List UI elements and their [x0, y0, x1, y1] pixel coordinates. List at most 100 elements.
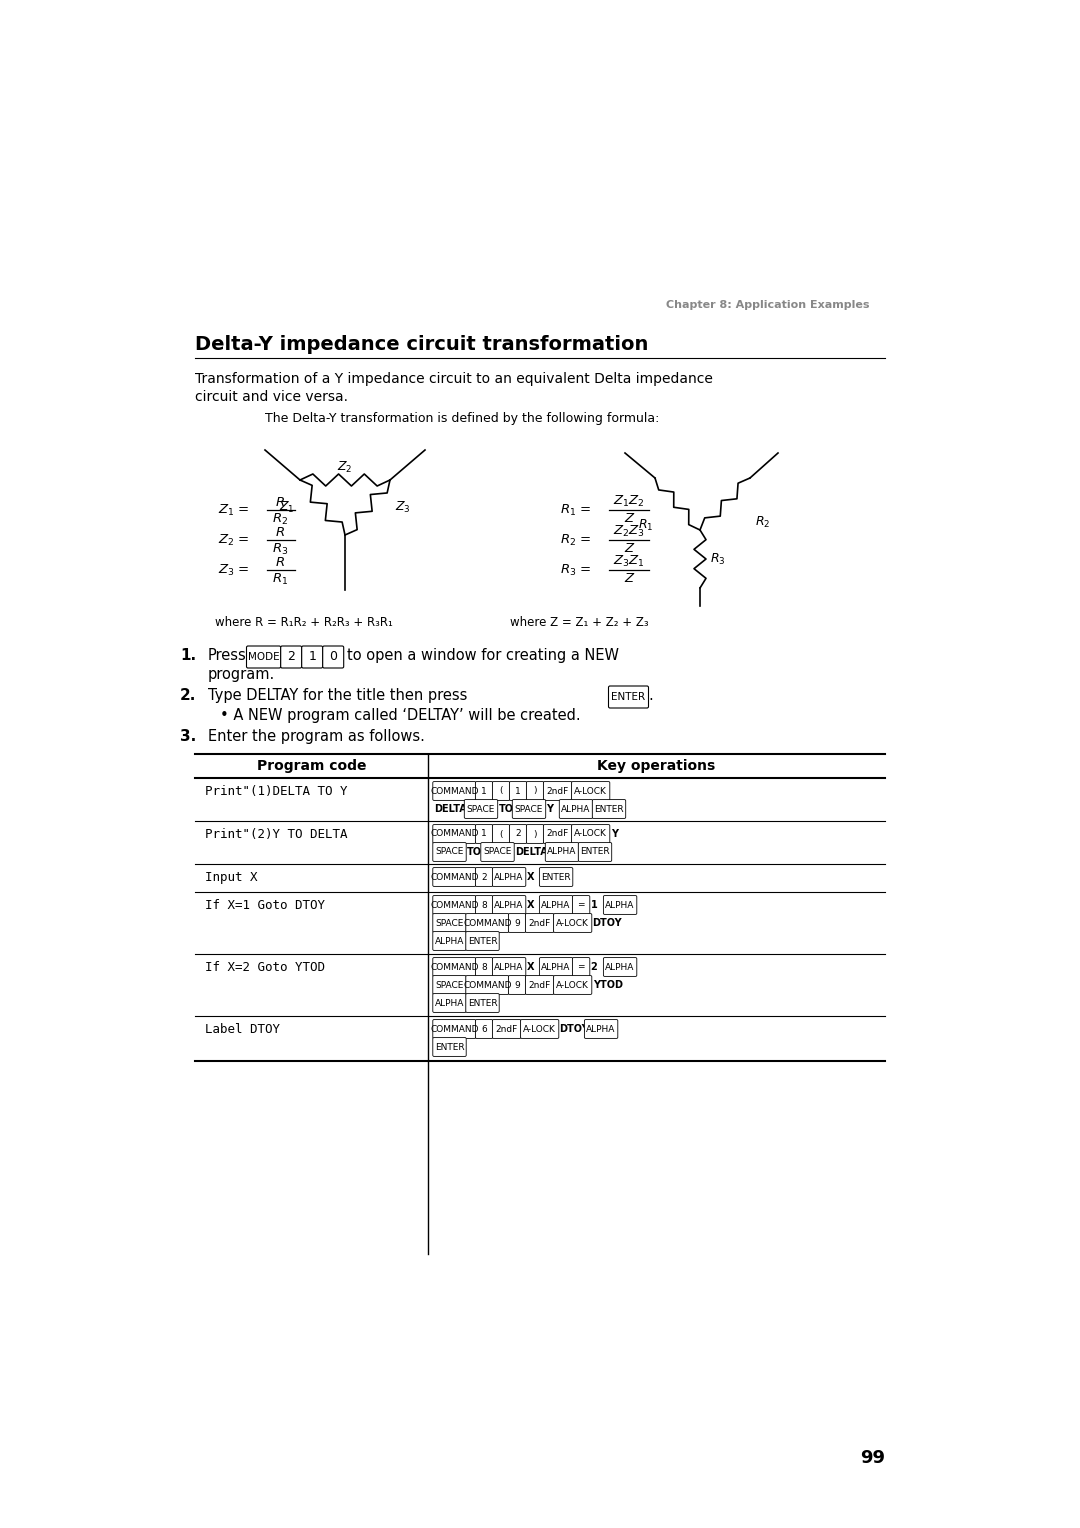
- FancyBboxPatch shape: [301, 646, 323, 668]
- Text: .: .: [648, 688, 652, 703]
- Text: $Z_3 Z_1$: $Z_3 Z_1$: [612, 553, 645, 568]
- Text: where Z = Z₁ + Z₂ + Z₃: where Z = Z₁ + Z₂ + Z₃: [510, 616, 649, 628]
- Text: 2ndF: 2ndF: [546, 787, 569, 796]
- FancyBboxPatch shape: [433, 825, 476, 843]
- Text: Z: Z: [624, 542, 633, 556]
- Text: MODE: MODE: [247, 652, 280, 662]
- Text: Key operations: Key operations: [597, 759, 716, 773]
- Text: (: (: [499, 830, 503, 839]
- Text: A-LOCK: A-LOCK: [524, 1024, 556, 1033]
- FancyBboxPatch shape: [475, 1019, 492, 1039]
- FancyBboxPatch shape: [592, 799, 625, 819]
- FancyBboxPatch shape: [608, 686, 648, 707]
- FancyBboxPatch shape: [510, 782, 527, 801]
- Text: COMMAND: COMMAND: [430, 872, 478, 882]
- FancyBboxPatch shape: [475, 825, 492, 843]
- Text: ENTER: ENTER: [541, 872, 571, 882]
- Text: Z: Z: [624, 573, 633, 585]
- Text: (: (: [499, 787, 503, 796]
- FancyBboxPatch shape: [323, 646, 343, 668]
- Text: SPACE: SPACE: [484, 848, 512, 857]
- Text: 1: 1: [591, 900, 597, 911]
- Text: 0: 0: [329, 651, 337, 663]
- Text: 1: 1: [482, 830, 487, 839]
- FancyBboxPatch shape: [604, 895, 637, 914]
- Text: ALPHA: ALPHA: [548, 848, 577, 857]
- Text: YTOD: YTOD: [593, 979, 622, 990]
- Text: COMMAND: COMMAND: [430, 787, 478, 796]
- Text: Delta-Y impedance circuit transformation: Delta-Y impedance circuit transformation: [195, 335, 648, 354]
- Text: DTOY: DTOY: [559, 1024, 590, 1034]
- FancyBboxPatch shape: [543, 825, 572, 843]
- Text: 1.: 1.: [180, 648, 197, 663]
- Text: DELTA: DELTA: [434, 804, 467, 814]
- Text: ALPHA: ALPHA: [606, 963, 635, 972]
- FancyBboxPatch shape: [572, 958, 590, 976]
- FancyBboxPatch shape: [465, 993, 499, 1013]
- Text: ALPHA: ALPHA: [541, 900, 571, 909]
- Text: COMMAND: COMMAND: [430, 963, 478, 972]
- Text: Input X: Input X: [205, 871, 257, 885]
- Text: Y: Y: [610, 830, 618, 839]
- FancyBboxPatch shape: [481, 842, 514, 862]
- FancyBboxPatch shape: [433, 993, 467, 1013]
- Text: $Z_1 Z_2$: $Z_1 Z_2$: [612, 494, 645, 509]
- FancyBboxPatch shape: [545, 842, 579, 862]
- Text: ENTER: ENTER: [611, 692, 646, 701]
- Text: Label DTOY: Label DTOY: [205, 1024, 280, 1036]
- FancyBboxPatch shape: [492, 895, 526, 914]
- Text: ALPHA: ALPHA: [606, 900, 635, 909]
- FancyBboxPatch shape: [539, 958, 572, 976]
- Text: TO: TO: [467, 847, 482, 857]
- FancyBboxPatch shape: [433, 1019, 476, 1039]
- FancyBboxPatch shape: [433, 975, 467, 995]
- Text: ALPHA: ALPHA: [495, 872, 524, 882]
- Text: ): ): [534, 787, 537, 796]
- FancyBboxPatch shape: [281, 646, 301, 668]
- FancyBboxPatch shape: [433, 958, 476, 976]
- Text: 9: 9: [514, 918, 519, 927]
- FancyBboxPatch shape: [464, 799, 498, 819]
- FancyBboxPatch shape: [246, 646, 281, 668]
- FancyBboxPatch shape: [492, 825, 510, 843]
- FancyBboxPatch shape: [525, 914, 554, 932]
- FancyBboxPatch shape: [433, 868, 476, 886]
- FancyBboxPatch shape: [584, 1019, 618, 1039]
- FancyBboxPatch shape: [465, 975, 509, 995]
- Text: X: X: [527, 900, 535, 911]
- Text: 6: 6: [482, 1024, 487, 1033]
- Text: COMMAND: COMMAND: [430, 1024, 478, 1033]
- Text: Type DELTAY for the title then press: Type DELTAY for the title then press: [208, 688, 468, 703]
- FancyBboxPatch shape: [521, 1019, 558, 1039]
- Text: where R = R₁R₂ + R₂R₃ + R₃R₁: where R = R₁R₂ + R₂R₃ + R₃R₁: [215, 616, 393, 628]
- FancyBboxPatch shape: [492, 868, 526, 886]
- Text: A-LOCK: A-LOCK: [556, 981, 589, 990]
- FancyBboxPatch shape: [433, 932, 467, 950]
- Text: 8: 8: [482, 963, 487, 972]
- Text: Print"(2)Y TO DELTA: Print"(2)Y TO DELTA: [205, 828, 348, 840]
- Text: Enter the program as follows.: Enter the program as follows.: [208, 729, 424, 744]
- FancyBboxPatch shape: [559, 799, 593, 819]
- Text: $R_3$: $R_3$: [710, 552, 726, 567]
- Text: $Z_3$ =: $Z_3$ =: [218, 562, 249, 578]
- Text: TO: TO: [499, 804, 513, 814]
- Text: DELTA: DELTA: [515, 847, 548, 857]
- FancyBboxPatch shape: [475, 958, 492, 976]
- Text: SPACE: SPACE: [515, 805, 543, 813]
- FancyBboxPatch shape: [572, 895, 590, 914]
- Text: 9: 9: [514, 981, 519, 990]
- FancyBboxPatch shape: [539, 895, 572, 914]
- Text: $R_1$: $R_1$: [272, 571, 288, 587]
- Text: ENTER: ENTER: [580, 848, 610, 857]
- FancyBboxPatch shape: [475, 895, 492, 914]
- Text: SPACE: SPACE: [467, 805, 496, 813]
- Text: If X=2 Goto YTOD: If X=2 Goto YTOD: [205, 961, 325, 973]
- FancyBboxPatch shape: [492, 1019, 521, 1039]
- Text: ALPHA: ALPHA: [495, 900, 524, 909]
- FancyBboxPatch shape: [465, 914, 509, 932]
- Text: ): ): [534, 830, 537, 839]
- Text: • A NEW program called ‘DELTAY’ will be created.: • A NEW program called ‘DELTAY’ will be …: [220, 707, 581, 723]
- Text: ENTER: ENTER: [594, 805, 624, 813]
- Text: ALPHA: ALPHA: [541, 963, 571, 972]
- Text: 2: 2: [515, 830, 521, 839]
